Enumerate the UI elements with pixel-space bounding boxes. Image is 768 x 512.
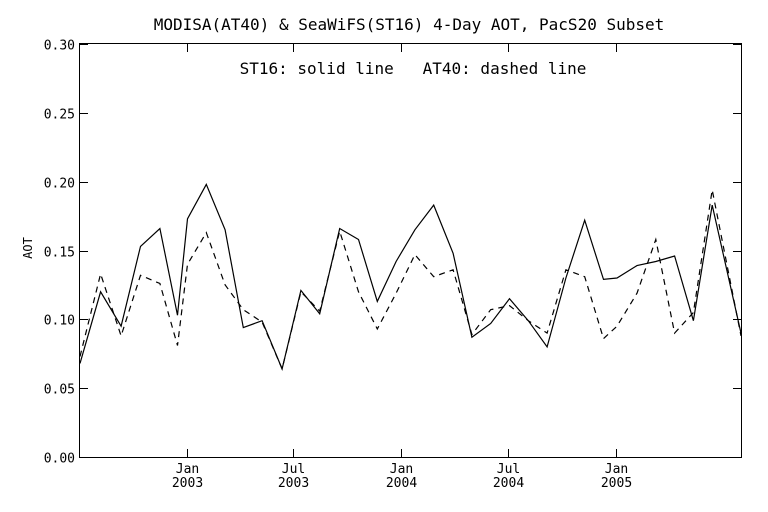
- x-tick-label-year: 2003: [172, 476, 203, 491]
- line-style-annotation: ST16: solid line AT40: dashed line: [240, 59, 587, 78]
- y-axis: 0.00 0.05 0.10 0.15 0.20 0.25 0.30: [44, 39, 741, 467]
- x-tick-label-month: Jan: [390, 462, 413, 477]
- y-tick-label: 0.15: [44, 246, 75, 261]
- y-tick-label: 0.00: [44, 452, 75, 467]
- x-tick-label-year: 2004: [493, 476, 524, 491]
- x-tick-label-month: Jan: [605, 462, 628, 477]
- y-tick-label: 0.05: [44, 383, 75, 398]
- x-tick-label-month: Jul: [497, 462, 520, 477]
- y-axis-label: AOT: [21, 237, 35, 259]
- series-at40-line: [79, 189, 742, 371]
- x-tick-label-year: 2003: [278, 476, 309, 491]
- y-tick-label: 0.20: [44, 177, 75, 192]
- x-tick-label-month: Jan: [176, 462, 199, 477]
- chart-title: MODISA(AT40) & SeaWiFS(ST16) 4-Day AOT, …: [154, 15, 665, 34]
- y-tick-label: 0.25: [44, 108, 75, 123]
- series-layer: [79, 183, 742, 371]
- series-st16-line: [79, 183, 742, 371]
- y-tick-label: 0.30: [44, 39, 75, 54]
- x-tick-label-year: 2004: [386, 476, 417, 491]
- x-tick-label-year: 2005: [601, 476, 632, 491]
- plot-frame: [79, 43, 742, 458]
- y-tick-label: 0.10: [44, 314, 75, 329]
- x-tick-label-month: Jul: [282, 462, 305, 477]
